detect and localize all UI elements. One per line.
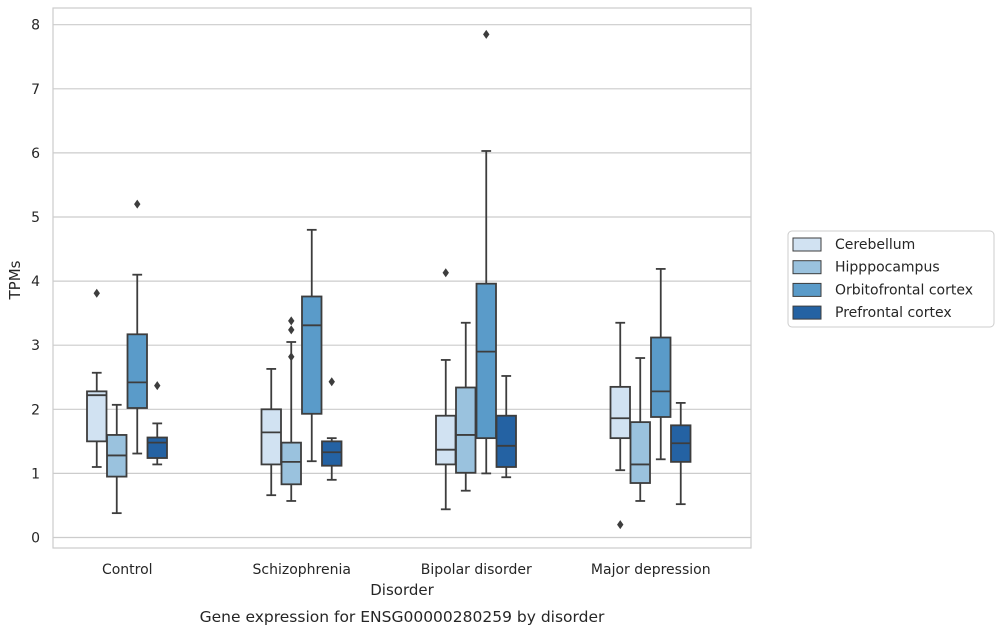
box-iqr <box>609 385 631 440</box>
y-tick-label: 1 <box>31 466 40 482</box>
box-iqr <box>455 386 477 474</box>
outlier-point <box>442 268 449 278</box>
chart-caption: Gene expression for ENSG00000280259 by d… <box>200 608 605 626</box>
outlier-point <box>483 29 490 39</box>
legend-label: Prefrontal cortex <box>835 305 952 321</box>
legend-swatch <box>792 260 822 275</box>
legend: Cerebellum Hipppocampus Orbitofrontal cort… <box>787 230 995 328</box>
box-hipppocampus <box>455 321 477 492</box>
box-iqr <box>146 436 168 459</box>
box-cerebellum <box>86 288 108 468</box>
box-iqr <box>495 414 517 468</box>
legend-swatch <box>792 282 822 297</box>
box-cerebellum <box>609 321 631 530</box>
box-orbitofrontal-cortex <box>126 199 148 455</box>
x-tick-label: Bipolar disorder <box>421 562 532 578</box>
box-prefrontal-cortex <box>146 381 168 466</box>
box-iqr <box>280 441 302 486</box>
outlier-point <box>328 377 335 387</box>
box-orbitofrontal-cortex <box>650 268 672 461</box>
outlier-point <box>134 199 141 209</box>
y-axis-ticks: 0 1 2 3 4 5 6 7 8 <box>31 18 40 547</box>
legend-swatch <box>792 305 822 320</box>
y-tick-label: 2 <box>31 402 40 418</box>
outlier-point <box>288 316 295 326</box>
x-axis-label: Disorder <box>370 581 434 599</box>
box-cerebellum <box>260 368 282 497</box>
box-prefrontal-cortex <box>670 401 692 506</box>
outlier-point <box>288 352 295 362</box>
box-iqr <box>86 390 108 443</box>
box-iqr <box>475 282 497 440</box>
y-tick-label: 5 <box>31 210 40 226</box>
box-iqr <box>650 336 672 418</box>
x-tick-label: Schizophrenia <box>253 562 351 578</box>
box-iqr <box>321 440 343 467</box>
box-hipppocampus <box>629 357 651 502</box>
x-axis-ticks: Control Schizophrenia Bipolar disorder Majo… <box>102 562 711 578</box>
y-axis-label: TPMs <box>6 260 24 300</box>
y-tick-label: 6 <box>31 146 40 162</box>
legend-label: Cerebellum <box>835 237 915 253</box>
plot-area-frame <box>52 7 752 549</box>
box-iqr <box>435 414 457 466</box>
box-orbitofrontal-cortex <box>301 228 323 463</box>
legend-label: Orbitofrontal cortex <box>835 282 973 298</box>
box-cerebellum <box>435 268 457 511</box>
gridlines <box>53 24 751 539</box>
box-prefrontal-cortex <box>495 375 517 479</box>
box-hipppocampus <box>280 316 302 502</box>
box-iqr <box>126 333 148 409</box>
box-prefrontal-cortex <box>321 377 343 481</box>
outlier-point <box>617 520 624 530</box>
y-tick-label: 4 <box>31 274 40 290</box>
box-plots <box>86 29 692 530</box>
outlier-point <box>288 325 295 335</box>
y-tick-label: 3 <box>31 338 40 354</box>
x-tick-label: Major depression <box>591 562 711 578</box>
y-tick-label: 0 <box>31 531 40 547</box>
x-tick-label: Control <box>102 562 153 578</box>
legend-label: Hipppocampus <box>835 260 940 276</box>
outlier-point <box>154 381 161 391</box>
y-tick-label: 7 <box>31 82 40 98</box>
legend-swatch <box>792 237 822 252</box>
y-tick-label: 8 <box>31 18 40 34</box>
box-hipppocampus <box>106 403 128 515</box>
box-iqr <box>629 421 651 484</box>
box-iqr <box>301 295 323 415</box>
outlier-point <box>93 288 100 298</box>
legend-frame <box>787 230 995 328</box>
box-iqr <box>260 408 282 466</box>
box-orbitofrontal-cortex <box>475 29 497 475</box>
